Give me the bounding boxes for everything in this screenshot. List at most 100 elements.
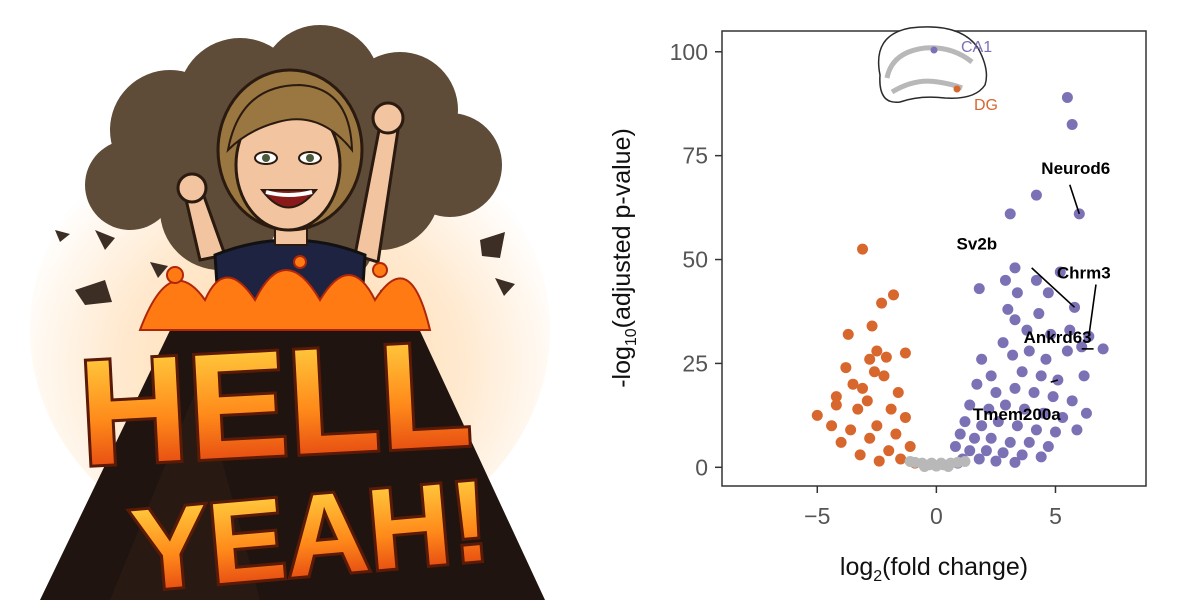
point-ca1-55 xyxy=(985,432,997,444)
point-ns-11 xyxy=(935,457,947,469)
meme-text-hell: HELL xyxy=(75,309,475,497)
point-ca1-35 xyxy=(1009,382,1021,394)
point-dg-30 xyxy=(854,449,866,461)
point-ca1-66 xyxy=(973,453,985,465)
point-ca1-68 xyxy=(1009,456,1021,468)
annotation-ankrd63: Ankrd63 xyxy=(1024,328,1092,347)
point-dg-23 xyxy=(871,420,883,432)
point-ca1-67 xyxy=(990,455,1002,467)
point-ca1-37 xyxy=(1047,391,1059,403)
x-tick-label: 5 xyxy=(1049,503,1062,529)
plot-marks xyxy=(811,91,1109,472)
point-ca1-49 xyxy=(1011,420,1023,432)
point-dg-17 xyxy=(885,403,897,415)
inset-label-dg: DG xyxy=(974,97,998,114)
point-ca1-20 xyxy=(1045,328,1057,340)
annotation-chrm3: Chrm3 xyxy=(1057,263,1111,282)
point-ca1-15 xyxy=(1083,330,1095,342)
point-ca1-28 xyxy=(985,370,997,382)
point-ca1-51 xyxy=(1049,426,1061,438)
point-ca1-19 xyxy=(1021,324,1033,336)
point-dg-10 xyxy=(847,378,859,390)
meme-illustration: HELL YEAH! xyxy=(0,0,560,600)
point-dg-8 xyxy=(864,353,876,365)
point-dg-4 xyxy=(842,328,854,340)
point-ca1-3 xyxy=(1030,189,1042,201)
point-ca1-47 xyxy=(976,420,988,432)
point-dg-9 xyxy=(840,362,852,374)
point-dg-25 xyxy=(890,428,902,440)
point-ca1-32 xyxy=(1078,370,1090,382)
point-ca1-38 xyxy=(1066,395,1078,407)
point-ca1-41 xyxy=(999,399,1011,411)
point-ca1-10 xyxy=(1011,287,1023,299)
point-dg-15 xyxy=(861,395,873,407)
point-ca1-48 xyxy=(992,416,1004,428)
point-dg-27 xyxy=(835,436,847,448)
point-ca1-26 xyxy=(1061,345,1073,357)
hippocampus-inset: CA1 DG xyxy=(877,26,998,114)
point-ca1-17 xyxy=(1064,324,1076,336)
point-ca1-61 xyxy=(980,445,992,457)
point-ca1-63 xyxy=(1016,449,1028,461)
point-dg-18 xyxy=(852,403,864,415)
point-dg-20 xyxy=(899,411,911,423)
point-ns-9 xyxy=(959,455,971,467)
point-dg-16 xyxy=(830,391,842,403)
point-ca1-36 xyxy=(1028,387,1040,399)
annotation-leader-line xyxy=(1031,267,1076,308)
point-dg-21 xyxy=(826,420,838,432)
point-ca1-53 xyxy=(954,428,966,440)
y-tick-label: 100 xyxy=(670,39,708,65)
point-ca1-59 xyxy=(949,441,961,453)
point-dg-12 xyxy=(868,366,880,378)
point-ca1-50 xyxy=(1030,424,1042,436)
y-tick-label: 50 xyxy=(682,247,708,273)
point-dg-0 xyxy=(857,243,869,255)
point-ca1-56 xyxy=(1004,436,1016,448)
point-ca1-22 xyxy=(1007,349,1019,361)
gene-annotations: Neurod6 Sv2b Chrm3 Ankrd63 Tmem200a xyxy=(957,159,1111,424)
point-ca1-60 xyxy=(964,445,976,457)
point-dg-26 xyxy=(864,432,876,444)
point-ca1-29 xyxy=(1016,366,1028,378)
point-ca1-4 xyxy=(1004,208,1016,220)
point-dg-22 xyxy=(811,409,823,421)
y-axis-label: -log10(adjusted p-value) xyxy=(608,128,640,388)
lava-splash xyxy=(138,255,432,331)
inset-label-ca1: CA1 xyxy=(961,39,992,56)
point-ca1-45 xyxy=(1080,407,1092,419)
point-ns-10 xyxy=(904,455,916,467)
point-ca1-31 xyxy=(1052,374,1064,386)
point-ca1-0 xyxy=(1061,91,1073,103)
point-dg-6 xyxy=(871,345,883,357)
point-ca1-30 xyxy=(1035,370,1047,382)
point-dg-7 xyxy=(880,351,892,363)
point-ca1-18 xyxy=(1009,314,1021,326)
point-ca1-42 xyxy=(1019,403,1031,415)
point-dg-31 xyxy=(895,453,907,465)
point-dg-19 xyxy=(830,399,842,411)
point-ca1-24 xyxy=(976,353,988,365)
point-ca1-14 xyxy=(1033,308,1045,320)
point-ca1-5 xyxy=(1009,262,1021,274)
x-tick-label: −5 xyxy=(804,503,830,529)
point-dg-3 xyxy=(866,320,878,332)
point-ca1-62 xyxy=(997,447,1009,459)
y-tick-label: 25 xyxy=(682,350,708,376)
point-ca1-52 xyxy=(1071,424,1083,436)
point-dg-32 xyxy=(873,455,885,467)
point-ca1-27 xyxy=(1097,343,1109,355)
point-ca1-1 xyxy=(1066,118,1078,130)
point-dg-13 xyxy=(857,382,869,394)
point-dg-24 xyxy=(845,424,857,436)
point-ca1-46 xyxy=(959,416,971,428)
point-ca1-57 xyxy=(1023,436,1035,448)
annotation-tmem200a: Tmem200a xyxy=(973,405,1061,424)
annotation-neurod6: Neurod6 xyxy=(1041,159,1110,178)
point-ca1-39 xyxy=(964,399,976,411)
dg-location-marker xyxy=(953,85,961,93)
point-ca1-6 xyxy=(1054,266,1066,278)
point-ca1-34 xyxy=(990,387,1002,399)
point-ca1-64 xyxy=(1035,451,1047,463)
